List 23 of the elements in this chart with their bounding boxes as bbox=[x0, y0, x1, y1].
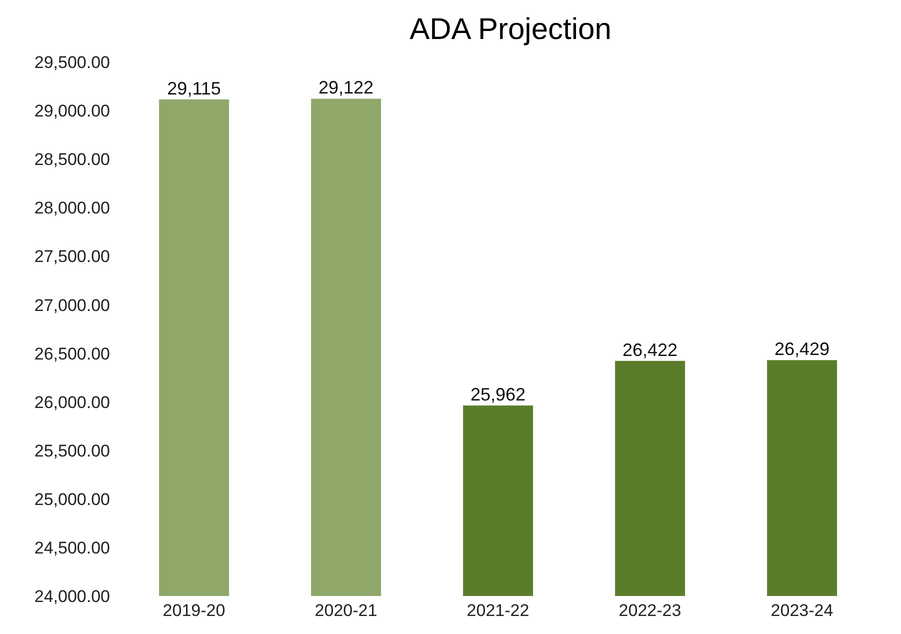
data-label: 25,962 bbox=[470, 384, 526, 405]
y-tick-label: 28,500.00 bbox=[34, 150, 110, 170]
data-label: 29,115 bbox=[167, 78, 221, 98]
x-tick-label: 2020-21 bbox=[314, 601, 378, 620]
y-tick-label: 28,000.00 bbox=[34, 198, 110, 218]
data-label: 26,422 bbox=[622, 340, 678, 360]
chart-title: ADA Projection bbox=[408, 12, 612, 48]
y-tick-label: 26,000.00 bbox=[34, 392, 110, 412]
y-tick-label: 24,000.00 bbox=[34, 587, 110, 606]
x-tick-label: 2023-24 bbox=[770, 601, 834, 620]
data-label: 26,429 bbox=[774, 339, 830, 360]
y-tick-label: 24,500.00 bbox=[34, 538, 110, 558]
y-tick-label: 25,500.00 bbox=[34, 441, 110, 460]
y-tick-label: 29,000.00 bbox=[34, 102, 110, 121]
y-tick-label: 27,000.00 bbox=[34, 296, 110, 315]
y-tick-label: 25,000.00 bbox=[34, 490, 110, 509]
x-tick-label: 2021-22 bbox=[466, 601, 530, 620]
x-tick-label: 2022-23 bbox=[618, 601, 682, 620]
data-label: 29,122 bbox=[318, 78, 374, 98]
y-tick-label: 26,500.00 bbox=[34, 344, 110, 364]
x-tick-label: 2019-20 bbox=[162, 601, 226, 620]
y-tick-label: 27,500.00 bbox=[34, 247, 110, 266]
y-tick-label: 29,500.00 bbox=[34, 53, 110, 72]
